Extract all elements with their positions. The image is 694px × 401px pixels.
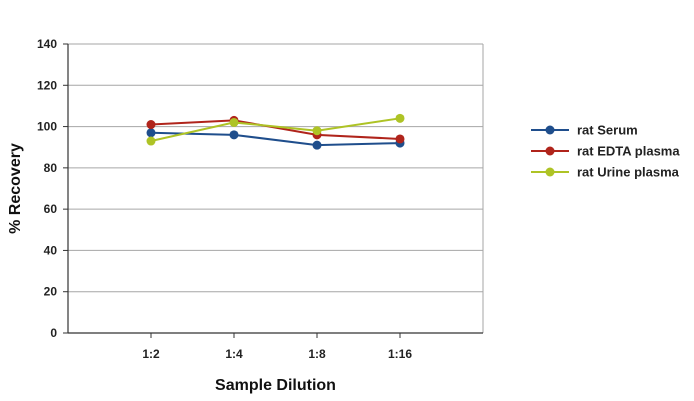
x-tick-label: 1:4 xyxy=(225,347,243,361)
data-point xyxy=(395,113,405,123)
data-point xyxy=(395,134,405,144)
legend-item: rat Urine plasma xyxy=(531,165,680,180)
data-point xyxy=(146,128,156,138)
data-point xyxy=(146,120,156,130)
plot-area xyxy=(67,43,484,334)
legend-item: rat Serum xyxy=(531,123,638,138)
series-line xyxy=(150,119,401,140)
y-tick-label: 40 xyxy=(44,243,58,257)
legend-swatch-marker xyxy=(545,146,555,156)
data-point xyxy=(229,130,239,140)
y-axis-title: % Recovery xyxy=(7,143,24,234)
data-point xyxy=(229,117,239,127)
x-tick-label: 1:16 xyxy=(388,347,412,361)
y-tick-label: 0 xyxy=(50,326,57,340)
series-2 xyxy=(146,113,405,146)
x-tick-label: 1:8 xyxy=(308,347,326,361)
series-line xyxy=(150,131,401,147)
y-tick-label: 20 xyxy=(44,285,58,299)
x-axis-tick-labels: 1:2 1:4 1:8 1:16 xyxy=(142,333,412,361)
legend-item: rat EDTA plasma xyxy=(531,144,680,159)
gridlines xyxy=(68,43,483,293)
series-layer xyxy=(146,113,405,150)
legend-label: rat EDTA plasma xyxy=(577,144,680,159)
legend-label: rat Serum xyxy=(577,123,638,138)
series-0 xyxy=(146,128,405,150)
x-axis-title: Sample Dilution xyxy=(215,377,336,394)
y-tick-label: 80 xyxy=(44,161,58,175)
x-tick-label: 1:2 xyxy=(142,347,160,361)
y-tick-label: 60 xyxy=(44,202,58,216)
legend-swatch-marker xyxy=(545,125,555,135)
data-point xyxy=(146,136,156,146)
legend-label: rat Urine plasma xyxy=(577,165,680,180)
legend: rat Serum rat EDTA plasma rat Urine plasma xyxy=(531,123,680,180)
y-axis-tick-labels: 0 20 40 60 80 100 120 140 xyxy=(37,37,68,340)
data-point xyxy=(312,126,322,136)
y-tick-label: 100 xyxy=(37,120,57,134)
legend-swatch-marker xyxy=(545,167,555,177)
data-point xyxy=(312,140,322,150)
y-tick-label: 140 xyxy=(37,37,57,51)
series-line xyxy=(150,117,401,142)
y-tick-label: 120 xyxy=(37,78,57,92)
